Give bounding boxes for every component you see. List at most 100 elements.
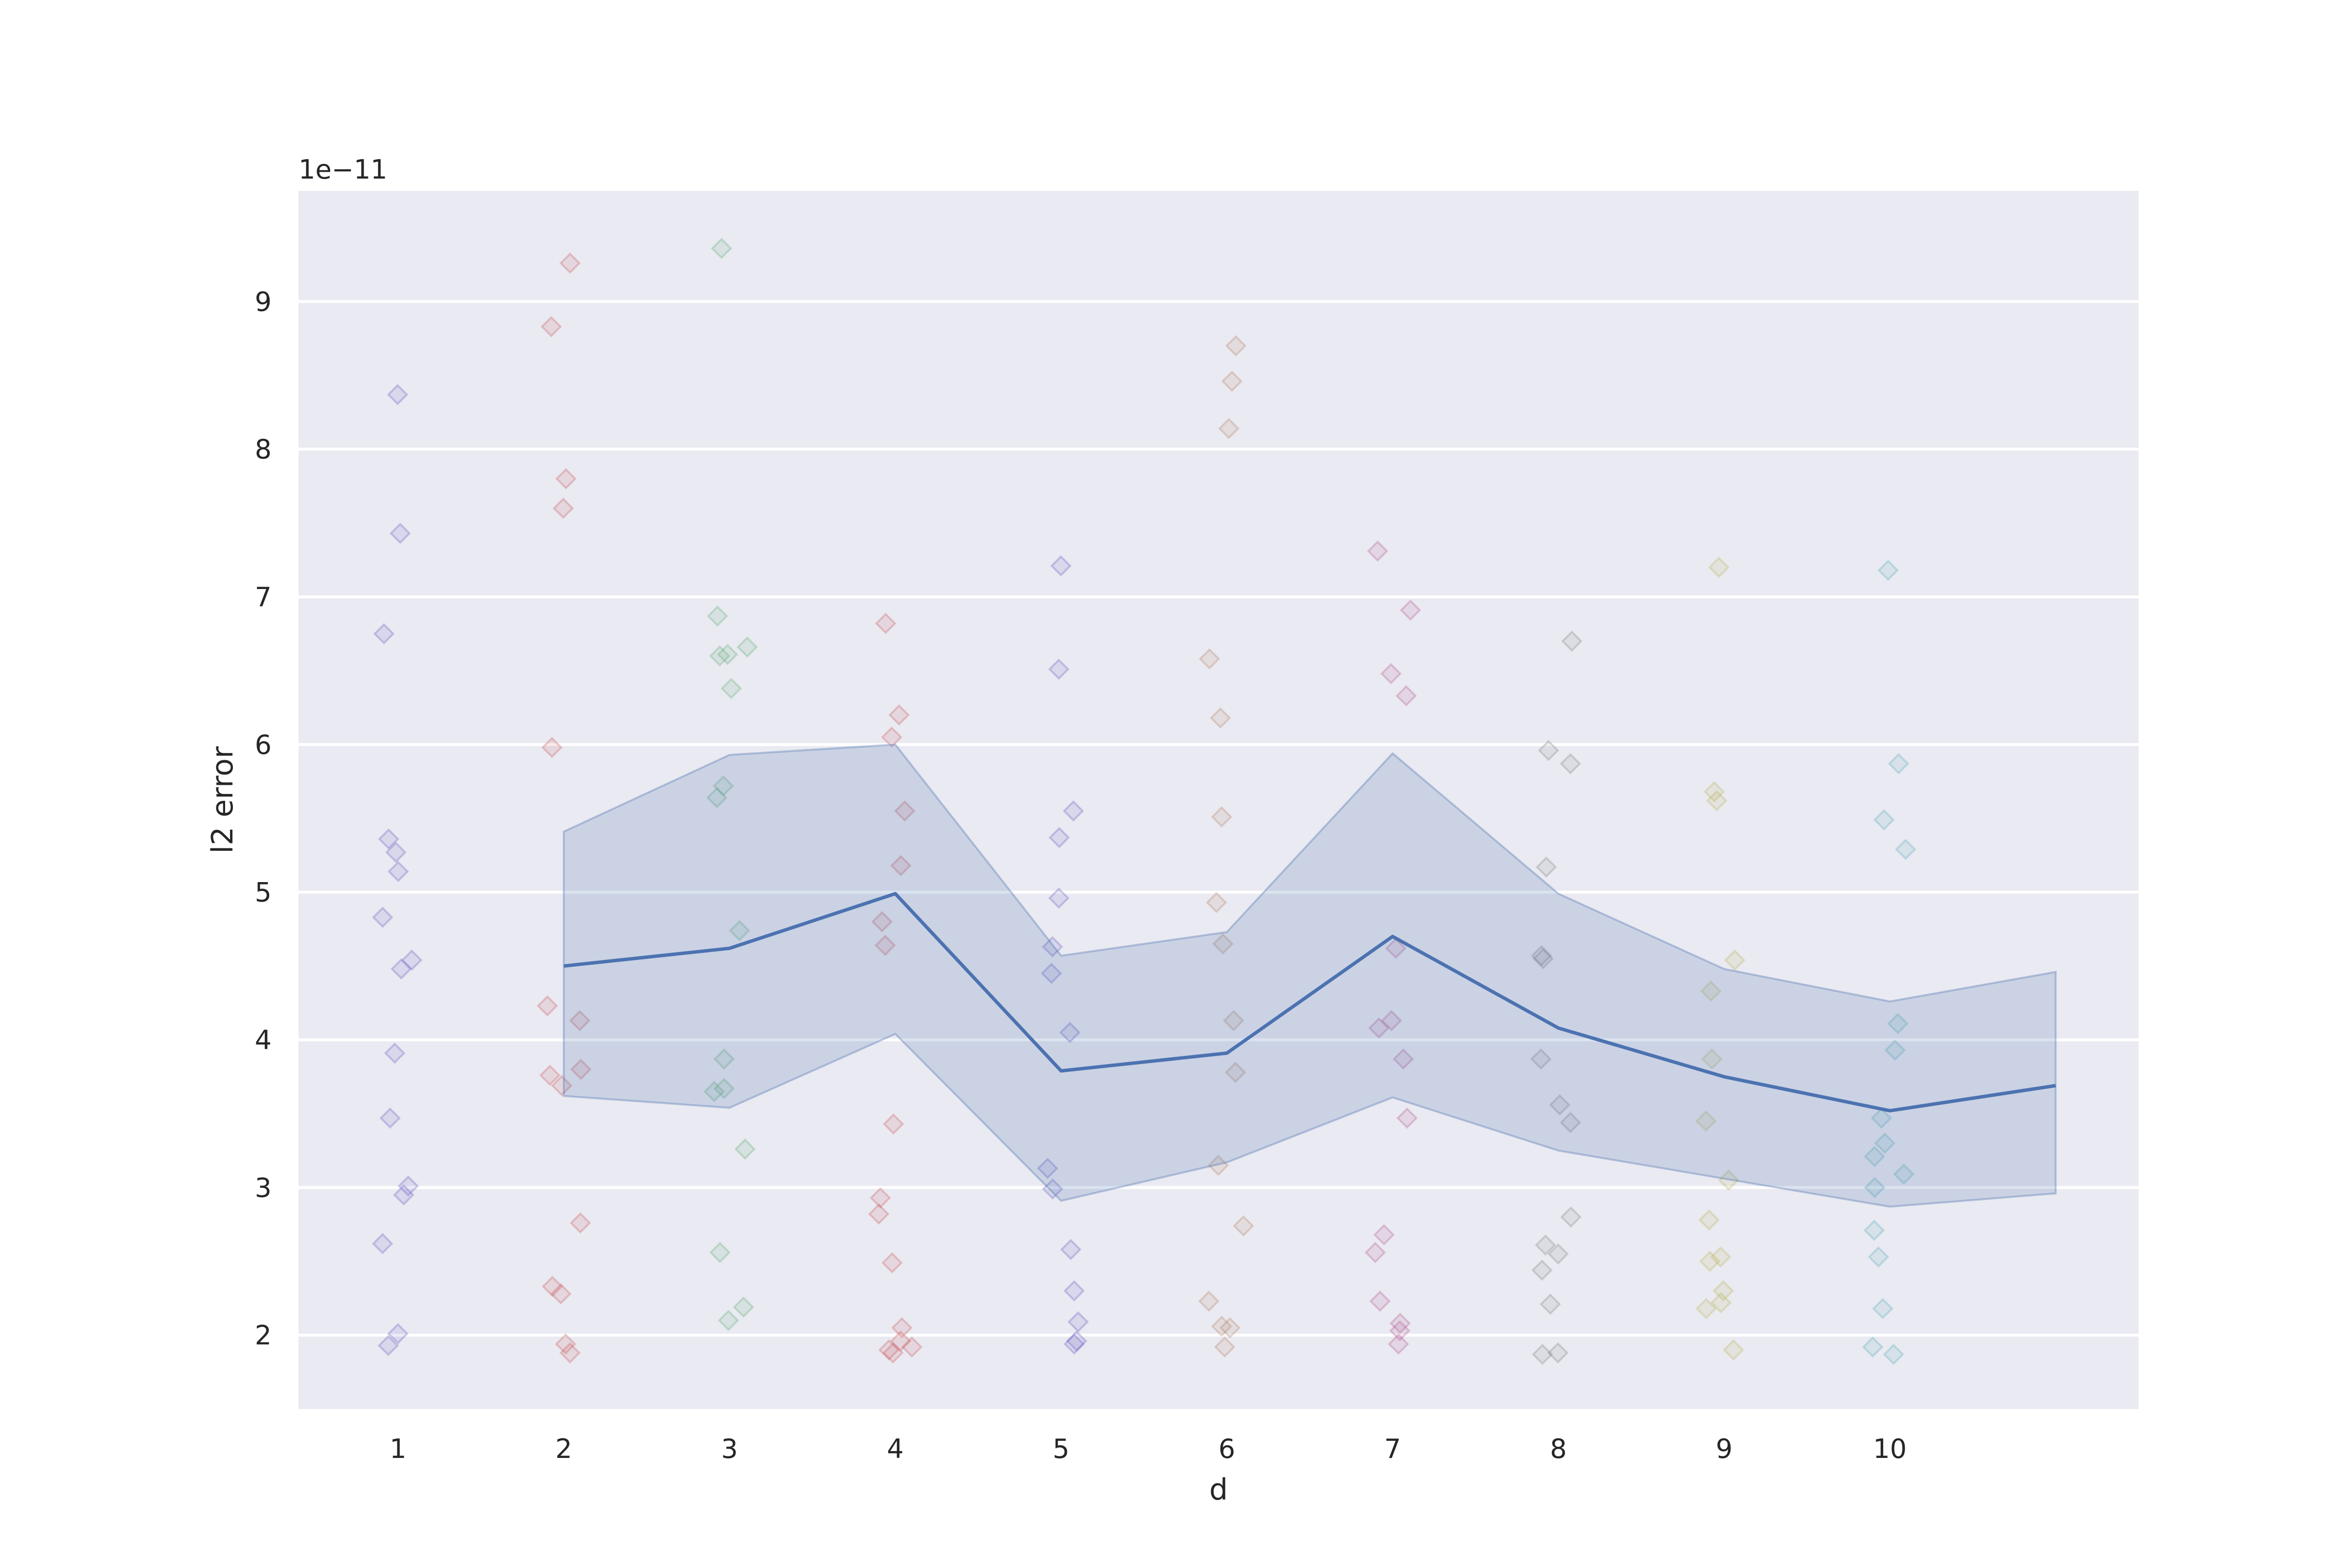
scatter-point <box>551 1075 573 1096</box>
scatter-point <box>389 523 411 545</box>
y-tick-label: 5 <box>255 877 272 908</box>
x-tick-label: 2 <box>555 1433 572 1464</box>
scatter-point <box>1530 1048 1552 1070</box>
scatter-point <box>1368 1017 1390 1039</box>
y-tick-label: 6 <box>255 729 272 760</box>
scatter-point <box>550 1283 572 1305</box>
scatter-point <box>1870 1107 1892 1129</box>
scatter-point <box>1207 1155 1229 1176</box>
scatter-point <box>1364 1242 1386 1263</box>
scatter-point <box>1888 753 1910 774</box>
scatter-point <box>1560 753 1581 774</box>
scatter-point <box>1048 887 1070 909</box>
x-tick-label: 3 <box>721 1433 738 1464</box>
scatter-point <box>387 1323 409 1344</box>
scatter-point <box>1699 1250 1721 1273</box>
scatter-point <box>703 1081 725 1102</box>
x-tick-label: 4 <box>887 1433 903 1464</box>
scatter-point <box>1060 1239 1082 1260</box>
scatter-point <box>1695 1110 1717 1132</box>
scatter-point <box>541 1275 563 1297</box>
x-tick-label: 5 <box>1053 1433 1069 1464</box>
scatter-point <box>391 958 412 980</box>
scatter-point <box>1872 1297 1894 1319</box>
scatter-point <box>1198 1290 1220 1312</box>
y-tick-label: 4 <box>255 1024 272 1055</box>
scatter-point <box>570 1058 592 1080</box>
scatter-point <box>717 1310 739 1331</box>
scatter-point <box>1708 556 1730 578</box>
gridlines <box>299 300 2139 1337</box>
scatter-point <box>1531 1259 1553 1281</box>
scatter-point <box>1895 839 1916 860</box>
scatter-point <box>1221 370 1243 392</box>
scatter-point <box>559 252 581 274</box>
scatter-point <box>1222 1010 1244 1032</box>
scatter-point <box>1695 1297 1717 1319</box>
y-tick-label: 3 <box>255 1172 272 1203</box>
scatter-point <box>729 920 750 941</box>
scatter-point <box>1862 1336 1884 1358</box>
scatter-points <box>371 237 1916 1365</box>
y-tick-label: 2 <box>255 1320 272 1351</box>
scatter-point <box>1048 659 1070 680</box>
scatter-point <box>554 1333 576 1355</box>
scatter-point <box>868 1203 890 1225</box>
scatter-point <box>871 911 893 932</box>
scatter-point <box>1225 335 1247 357</box>
scatter-point <box>716 643 738 665</box>
scatter-point <box>1535 856 1557 878</box>
plot-area <box>299 191 2139 1409</box>
scatter-point <box>1710 1292 1732 1314</box>
scatter-point <box>1873 809 1895 831</box>
scatter-point <box>1218 418 1240 439</box>
scatter-point <box>1724 949 1746 971</box>
scatter-point <box>1884 1039 1906 1061</box>
y-tick-label: 9 <box>255 286 272 317</box>
scatter-point <box>1381 1010 1403 1032</box>
scatter-point <box>1560 1112 1581 1134</box>
scatter-point <box>384 1042 406 1064</box>
scatter-point <box>737 636 758 658</box>
scatter-point <box>1367 540 1388 562</box>
scatter-point <box>372 907 393 928</box>
scatter-point <box>713 775 734 797</box>
scatter-point <box>1547 1243 1569 1265</box>
scatter-point <box>1066 1330 1087 1352</box>
confidence-band-layer <box>562 743 2057 1208</box>
scatter-point <box>1712 1280 1734 1302</box>
scatter-point <box>397 1175 419 1197</box>
scatter-point <box>709 645 731 667</box>
scatter-point <box>875 613 897 635</box>
scatter-point <box>1877 559 1899 581</box>
scatter-point <box>570 1212 591 1234</box>
scatter-point <box>378 828 399 850</box>
scatter-point <box>377 1335 399 1357</box>
scatter-point <box>1723 1339 1745 1361</box>
mean-line <box>563 892 2056 1113</box>
scatter-point <box>1561 630 1583 652</box>
scatter-point <box>553 498 574 519</box>
scatter-point <box>713 1048 735 1070</box>
x-tick-label: 8 <box>1550 1433 1566 1464</box>
y-axis-offset-label: 1e−11 <box>299 154 388 185</box>
scatter-point <box>1400 599 1422 621</box>
scatter-point <box>878 1339 900 1361</box>
scatter-point <box>1396 1107 1418 1129</box>
scatter-point <box>1369 1290 1391 1312</box>
scatter-point <box>891 1317 913 1339</box>
scatter-point <box>1867 1246 1889 1268</box>
scatter-point <box>1704 781 1725 803</box>
scatter-point <box>1233 1215 1254 1237</box>
x-tick-label: 9 <box>1716 1433 1732 1464</box>
x-tick-label: 10 <box>1873 1433 1907 1464</box>
scatter-point <box>706 787 728 809</box>
scatter-point <box>1710 1246 1731 1268</box>
x-tick-label: 1 <box>390 1433 406 1464</box>
scatter-point <box>539 1065 561 1086</box>
scatter-point <box>1041 936 1063 958</box>
scatter-point <box>1059 1022 1081 1044</box>
scatter-point <box>881 726 902 748</box>
scatter-point <box>1389 1313 1411 1334</box>
scatter-point <box>1387 1333 1409 1355</box>
